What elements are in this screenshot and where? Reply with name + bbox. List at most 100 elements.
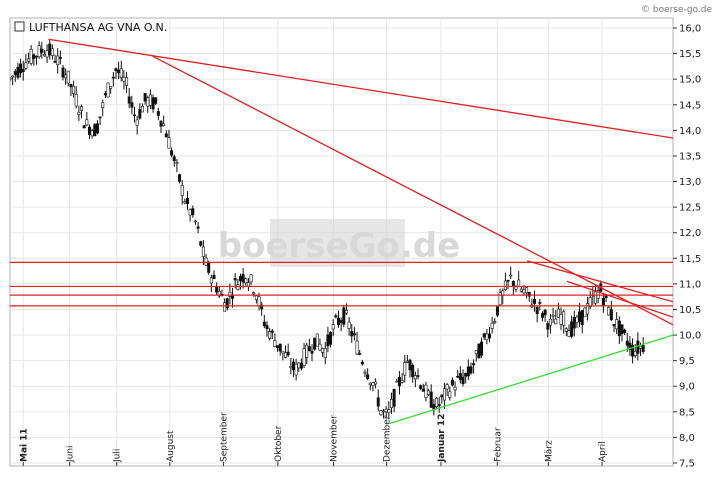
candle-body (13, 71, 17, 75)
watermark: boerseGo.de (218, 219, 460, 267)
x-tick-label: August (166, 430, 176, 462)
candle-body (135, 119, 139, 126)
x-tick-label: Juni (66, 445, 76, 463)
candle-body (421, 388, 425, 392)
candle-body (262, 321, 266, 327)
candle-body (201, 246, 205, 257)
y-tick-label: 8,5 (679, 407, 695, 418)
candle-body (40, 48, 44, 53)
candle-body (209, 277, 213, 284)
candle-body (151, 97, 155, 110)
candle-body (456, 375, 460, 378)
candle-body (503, 280, 507, 291)
candle-body (427, 390, 431, 395)
candle-body (82, 125, 86, 129)
candle-body (27, 58, 31, 62)
candle-body (408, 359, 412, 371)
candle-body (334, 315, 338, 318)
y-tick-label: 9,0 (679, 382, 695, 393)
y-tick-label: 15,5 (679, 49, 701, 60)
candle-body (127, 96, 131, 104)
candle-body (315, 333, 319, 347)
candle-body (604, 295, 608, 298)
candle-body (66, 70, 70, 84)
candle-body (440, 394, 444, 398)
y-tick-label: 7,5 (679, 459, 695, 470)
candle-body (233, 278, 237, 281)
candle-body (472, 363, 476, 366)
candle-body (559, 314, 563, 325)
candle-body (419, 385, 423, 389)
candle-body (196, 226, 200, 229)
candle-body (191, 208, 195, 216)
candle-body (567, 330, 571, 337)
candle-body (265, 325, 269, 329)
candle-body (347, 321, 351, 329)
candle-body (193, 220, 197, 223)
candle-body (138, 109, 142, 119)
candle-body (58, 57, 62, 59)
candle-body (175, 162, 179, 164)
candle-body (601, 297, 605, 306)
candle-body (273, 340, 277, 347)
x-tick-label: Oktober (274, 425, 284, 462)
y-tick-label: 9,5 (679, 356, 695, 367)
candle-body (37, 45, 41, 58)
trend-line (566, 280, 673, 318)
candle-body (337, 317, 341, 325)
candle-body (106, 82, 110, 98)
candle-body (10, 77, 12, 80)
candle-body (93, 124, 97, 137)
candle-body (405, 360, 409, 363)
candle-body (339, 320, 343, 324)
candle-body (379, 410, 383, 416)
candle-body (19, 63, 23, 74)
candle-body (413, 375, 417, 380)
candle-body (400, 380, 404, 383)
candle-body (225, 298, 229, 308)
candle-body (204, 257, 208, 266)
candle-body (252, 292, 256, 295)
candle-body (257, 296, 261, 306)
candle-body (101, 102, 105, 108)
legend-box-icon (14, 21, 25, 32)
candle-body (284, 352, 288, 358)
candle-body (607, 307, 611, 316)
y-tick-label: 8,0 (679, 433, 695, 444)
candle-body (56, 55, 60, 65)
candle-body (556, 308, 560, 318)
candle-body (331, 324, 335, 330)
candle-body (453, 386, 457, 391)
candle-body (21, 69, 25, 72)
trend-line (526, 260, 673, 303)
candle-body (641, 344, 645, 352)
candle-body (281, 350, 285, 354)
candle-body (395, 380, 399, 383)
candle-body (53, 61, 57, 63)
candle-body (85, 119, 89, 126)
trend-line (48, 38, 673, 139)
candle-body (77, 111, 81, 115)
candle-body (403, 362, 407, 376)
candle-body (533, 299, 537, 304)
candle-body (435, 397, 439, 408)
candle-body (485, 333, 489, 341)
candle-body (318, 343, 322, 351)
candle-body (586, 303, 590, 315)
candle-body (268, 331, 272, 339)
candle-body (159, 120, 163, 127)
candle-body (246, 282, 250, 287)
x-tick-label: April (598, 441, 608, 462)
candle-body (207, 262, 211, 273)
candle-body (548, 318, 552, 326)
candle-body (170, 150, 174, 156)
candle-body (289, 365, 293, 369)
candle-body (543, 309, 547, 316)
y-tick-label: 11,0 (679, 279, 701, 290)
candle-body (270, 330, 274, 333)
candle-body (215, 286, 219, 293)
candle-body (217, 290, 221, 297)
y-tick-label: 14,5 (679, 100, 701, 111)
candle-body (154, 97, 158, 104)
